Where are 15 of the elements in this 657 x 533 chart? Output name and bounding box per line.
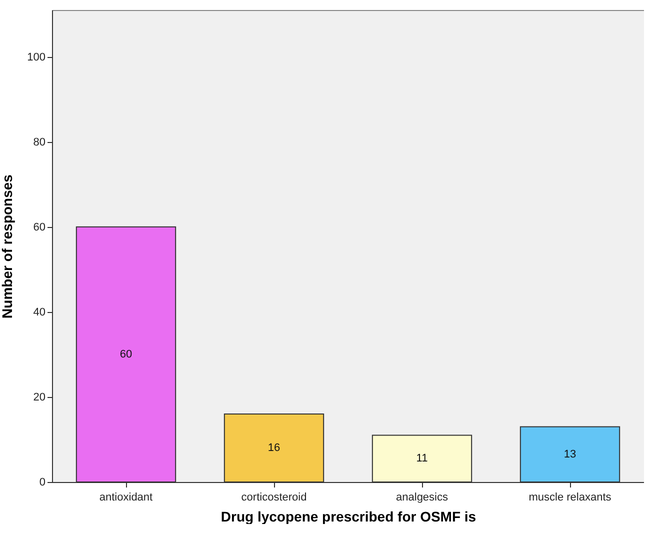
- x-tick-label: muscle relaxants: [528, 492, 612, 504]
- y-tick-label: 100: [27, 51, 46, 64]
- x-tick-label: antioxidant: [99, 492, 153, 504]
- x-tick-label: corticosteroid: [241, 492, 307, 504]
- x-tick-label: analgesics: [396, 492, 448, 504]
- y-tick-label: 40: [33, 306, 46, 318]
- data-label: 16: [268, 442, 280, 454]
- data-label: 13: [564, 448, 576, 460]
- data-label: 11: [416, 452, 428, 465]
- y-tick-label: 60: [33, 221, 46, 234]
- y-axis-title: Number of responses: [0, 174, 16, 318]
- y-tick-label: 20: [33, 391, 46, 404]
- y-tick-label: 0: [39, 476, 46, 488]
- y-tick-label: 80: [33, 136, 46, 148]
- data-label: 60: [120, 348, 132, 360]
